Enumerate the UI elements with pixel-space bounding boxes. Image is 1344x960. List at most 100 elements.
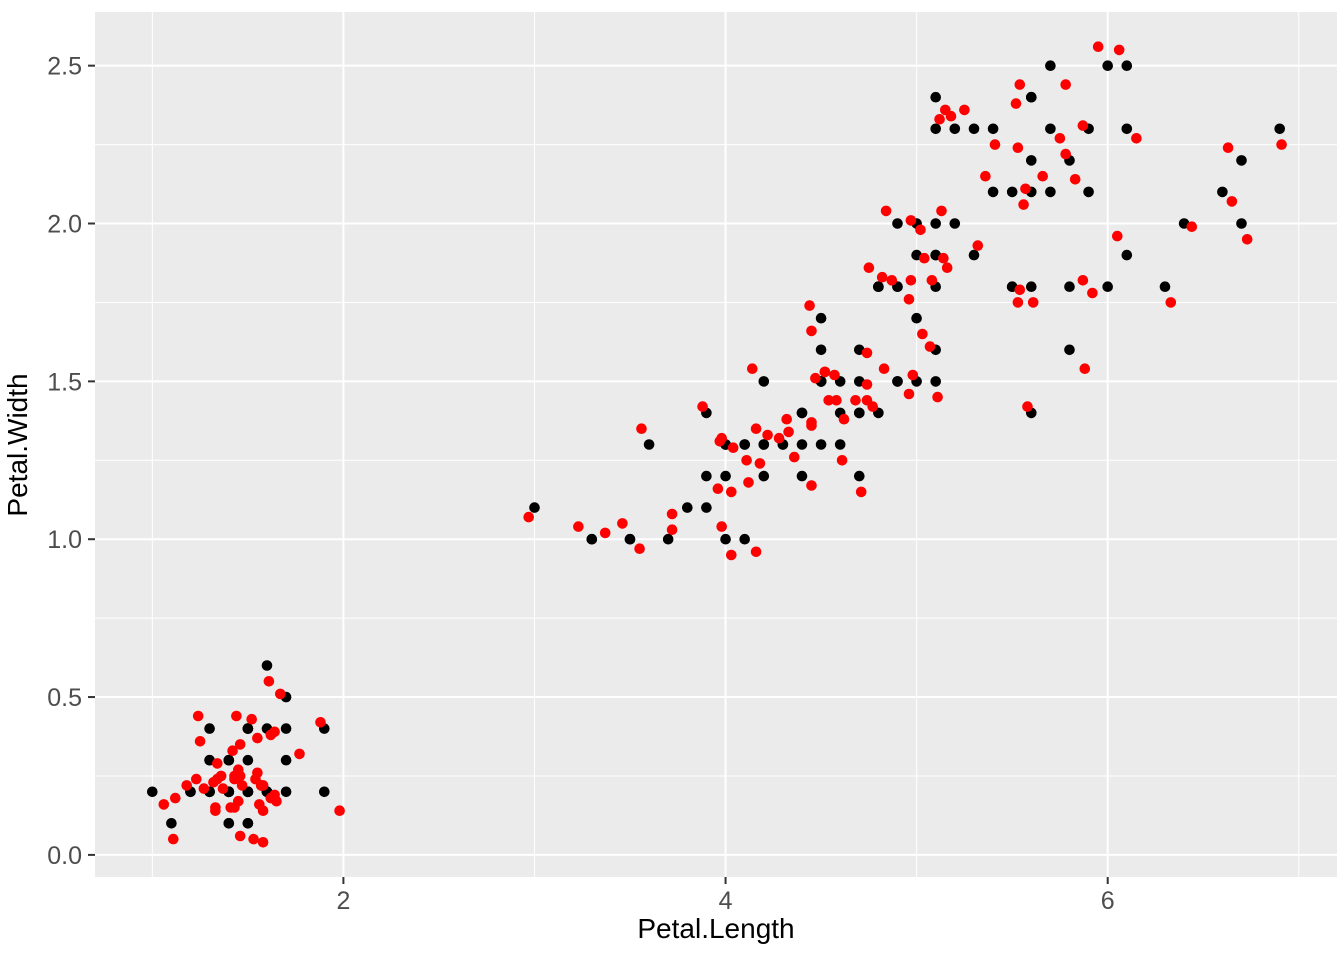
data-point-red-points — [959, 104, 970, 116]
data-point-black-points — [1083, 186, 1094, 198]
data-point-black-points — [739, 439, 750, 450]
data-point-red-points — [269, 726, 280, 738]
data-point-black-points — [987, 123, 999, 135]
data-point-red-points — [1222, 142, 1234, 153]
data-point-black-points — [758, 470, 770, 482]
data-point-red-points — [934, 114, 945, 125]
data-point-black-points — [1006, 186, 1018, 198]
data-point-black-points — [815, 439, 827, 450]
data-point-red-points — [1131, 133, 1142, 144]
data-point-black-points — [758, 439, 770, 450]
data-point-red-points — [838, 413, 850, 425]
data-point-red-points — [1018, 199, 1029, 210]
data-point-red-points — [716, 521, 727, 532]
data-point-black-points — [662, 533, 674, 545]
y-tick-label: 1.5 — [47, 368, 82, 396]
data-point-red-points — [617, 518, 628, 529]
data-point-black-points — [529, 502, 540, 513]
data-point-red-points — [855, 486, 867, 498]
data-point-red-points — [886, 275, 898, 286]
y-tick-label: 1.0 — [47, 526, 82, 554]
data-point-red-points — [863, 262, 875, 274]
data-point-red-points — [915, 224, 926, 236]
data-point-red-points — [762, 429, 773, 441]
data-point-red-points — [1112, 230, 1123, 242]
data-point-black-points — [739, 533, 750, 545]
data-point-red-points — [1241, 234, 1253, 245]
data-point-black-points — [1159, 281, 1171, 293]
data-point-red-points — [334, 805, 345, 816]
x-axis-title: Petal.Length — [637, 913, 794, 944]
data-point-red-points — [941, 262, 953, 274]
data-point-black-points — [1121, 249, 1133, 261]
data-point-black-points — [223, 818, 235, 829]
data-point-black-points — [834, 439, 846, 450]
data-point-red-points — [861, 347, 873, 359]
data-point-black-points — [319, 786, 330, 798]
data-point-red-points — [989, 139, 1001, 150]
data-point-red-points — [181, 780, 192, 791]
data-point-red-points — [972, 240, 984, 251]
y-axis-title: Petal.Width — [2, 373, 33, 516]
data-point-red-points — [819, 366, 831, 378]
data-point-red-points — [271, 795, 282, 807]
data-point-red-points — [168, 833, 179, 845]
data-point-black-points — [1121, 123, 1133, 135]
data-point-red-points — [861, 395, 873, 406]
data-point-red-points — [1012, 142, 1024, 153]
data-point-black-points — [1236, 218, 1247, 229]
data-point-black-points — [586, 533, 598, 545]
data-point-red-points — [919, 252, 930, 264]
data-point-black-points — [261, 660, 273, 671]
data-point-red-points — [917, 328, 928, 340]
data-point-black-points — [949, 218, 961, 229]
data-point-black-points — [758, 376, 770, 387]
data-point-red-points — [754, 458, 766, 469]
data-point-red-points — [315, 717, 326, 728]
data-point-black-points — [987, 186, 999, 198]
data-point-red-points — [1037, 170, 1048, 182]
data-point-red-points — [227, 745, 238, 756]
data-point-black-points — [280, 786, 292, 798]
data-point-red-points — [903, 388, 915, 400]
data-point-black-points — [204, 723, 215, 734]
data-point-red-points — [903, 294, 915, 305]
data-point-black-points — [815, 312, 827, 324]
data-point-red-points — [257, 837, 269, 848]
data-point-black-points — [701, 470, 712, 482]
data-point-red-points — [743, 477, 754, 488]
data-point-red-points — [170, 792, 181, 804]
data-point-black-points — [223, 754, 235, 766]
data-point-black-points — [280, 754, 292, 766]
y-tick-label: 2.5 — [47, 53, 82, 81]
data-point-red-points — [880, 205, 892, 217]
data-point-black-points — [624, 533, 636, 545]
data-point-red-points — [294, 748, 305, 760]
data-point-red-points — [1012, 297, 1024, 308]
data-point-red-points — [252, 732, 263, 744]
data-point-black-points — [1217, 186, 1228, 198]
data-point-red-points — [926, 275, 938, 286]
data-point-red-points — [727, 442, 739, 454]
data-point-red-points — [233, 764, 244, 775]
data-point-black-points — [166, 818, 177, 829]
data-point-red-points — [1014, 284, 1026, 296]
data-point-red-points — [1010, 98, 1022, 109]
data-point-red-points — [741, 455, 752, 466]
data-point-black-points — [242, 723, 254, 734]
data-point-red-points — [1079, 363, 1091, 375]
data-point-red-points — [1276, 139, 1287, 150]
data-point-red-points — [215, 770, 227, 782]
data-point-black-points — [1045, 60, 1056, 71]
data-point-red-points — [907, 369, 919, 381]
data-point-red-points — [1092, 41, 1104, 52]
data-point-red-points — [198, 783, 210, 794]
data-point-red-points — [636, 423, 647, 435]
data-point-red-points — [1113, 44, 1125, 56]
data-point-black-points — [930, 218, 941, 229]
data-point-red-points — [634, 543, 645, 554]
data-point-red-points — [747, 363, 758, 375]
data-point-red-points — [599, 527, 611, 539]
